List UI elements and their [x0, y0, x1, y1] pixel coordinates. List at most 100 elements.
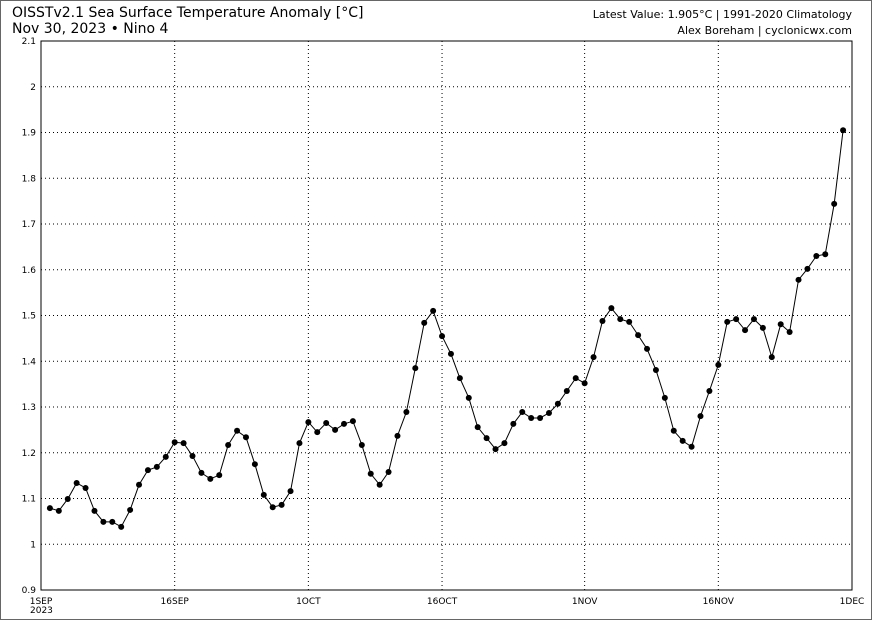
- data-point: [269, 504, 276, 511]
- data-point: [403, 409, 410, 416]
- y-tick-label: 0.9: [22, 586, 37, 596]
- data-point: [750, 316, 757, 323]
- data-point: [599, 317, 606, 324]
- data-point: [786, 328, 793, 335]
- data-point: [55, 507, 62, 514]
- data-point: [46, 505, 53, 512]
- data-point: [314, 429, 321, 436]
- data-point: [225, 441, 232, 448]
- data-point: [724, 318, 731, 325]
- chart-title: OISSTv2.1 Sea Surface Temperature Anomal…: [12, 5, 363, 21]
- series-line: [49, 130, 844, 528]
- data-point: [804, 265, 811, 272]
- data-point: [430, 307, 437, 314]
- data-point: [82, 484, 89, 491]
- data-point: [216, 472, 223, 479]
- y-tick-label: 1.1: [22, 495, 36, 505]
- data-point: [715, 361, 722, 368]
- data-point: [171, 439, 178, 446]
- data-point: [278, 501, 285, 508]
- y-tick-label: 1.9: [22, 129, 37, 139]
- data-point: [661, 394, 668, 401]
- data-point: [813, 253, 820, 260]
- data-point: [501, 440, 508, 447]
- data-point: [483, 435, 490, 442]
- data-point: [421, 319, 428, 326]
- data-point: [777, 321, 784, 328]
- data-point: [127, 506, 134, 513]
- data-point: [207, 475, 214, 482]
- data-point: [153, 463, 160, 470]
- data-point: [822, 251, 829, 258]
- data-point: [768, 354, 775, 361]
- data-point: [474, 424, 481, 431]
- data-point: [394, 432, 401, 439]
- data-point: [644, 345, 651, 352]
- data-point: [109, 518, 116, 525]
- x-tick-label: 16NOV: [703, 597, 735, 607]
- y-tick-label: 1.4: [22, 357, 37, 367]
- y-tick-label: 2.1: [22, 37, 36, 47]
- data-point: [679, 437, 686, 444]
- data-point: [617, 316, 624, 323]
- data-point: [840, 127, 847, 134]
- data-point: [234, 427, 241, 434]
- data-point: [528, 414, 535, 421]
- x-tick-label: 16OCT: [427, 597, 458, 607]
- y-tick-label: 2: [30, 83, 36, 93]
- data-point: [670, 427, 677, 434]
- year-label: 2023: [30, 606, 53, 616]
- data-point: [447, 350, 454, 357]
- y-tick-label: 1.7: [22, 220, 36, 230]
- data-point: [376, 481, 383, 488]
- data-point: [332, 426, 339, 433]
- data-point: [296, 440, 303, 447]
- data-point: [100, 518, 107, 525]
- data-point: [242, 434, 249, 441]
- data-point: [260, 491, 267, 498]
- y-tick-label: 1.2: [22, 449, 36, 459]
- data-point: [367, 470, 374, 477]
- data-point: [180, 440, 187, 447]
- y-tick-label: 1.5: [22, 312, 36, 322]
- data-point: [590, 354, 597, 361]
- data-point: [64, 495, 71, 502]
- data-point: [144, 467, 151, 474]
- data-point: [465, 394, 472, 401]
- data-point: [162, 453, 169, 460]
- data-point: [439, 333, 446, 340]
- data-point: [251, 461, 258, 468]
- data-point: [349, 418, 356, 425]
- data-point: [198, 469, 205, 476]
- data-point: [519, 409, 526, 416]
- data-point: [545, 409, 552, 416]
- data-point: [563, 387, 570, 394]
- data-point: [652, 366, 659, 373]
- data-point: [759, 324, 766, 331]
- annotation: Alex Boreham | cyclonicwx.com: [677, 24, 852, 37]
- data-point: [385, 468, 392, 475]
- data-point: [358, 441, 365, 448]
- data-point: [456, 375, 463, 382]
- data-point: [492, 446, 499, 453]
- data-point: [608, 305, 615, 312]
- annotation: Latest Value: 1.905°C | 1991-2020 Climat…: [593, 8, 853, 21]
- data-point: [323, 420, 330, 427]
- x-tick-label: 1DEC: [840, 597, 865, 607]
- y-tick-label: 1: [30, 540, 36, 550]
- data-point: [287, 488, 294, 495]
- x-tick-label: 1NOV: [572, 597, 598, 607]
- data-point: [537, 414, 544, 421]
- data-point: [412, 365, 419, 372]
- y-tick-label: 1.8: [22, 174, 37, 184]
- data-point: [73, 479, 80, 486]
- data-point: [635, 332, 642, 339]
- data-point: [688, 443, 695, 450]
- data-point: [118, 523, 125, 530]
- data-point: [91, 507, 98, 514]
- data-point: [697, 413, 704, 420]
- x-tick-label: 1SEP: [30, 597, 53, 607]
- data-point: [305, 419, 312, 426]
- data-point: [831, 200, 838, 207]
